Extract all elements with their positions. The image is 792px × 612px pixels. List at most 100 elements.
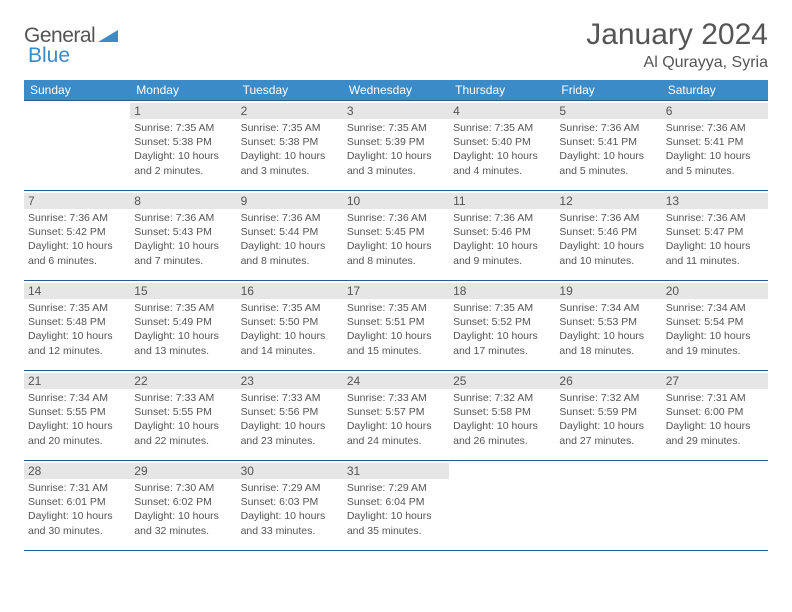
calendar-cell: 21 Sunrise: 7:34 AMSunset: 5:55 PMDayligh…: [24, 371, 130, 461]
calendar-cell: 27 Sunrise: 7:31 AMSunset: 6:00 PMDayligh…: [662, 371, 768, 461]
calendar-row: 21 Sunrise: 7:34 AMSunset: 5:55 PMDayligh…: [24, 371, 768, 461]
day-details: Sunrise: 7:30 AMSunset: 6:02 PMDaylight:…: [134, 481, 232, 538]
day-number: 12: [555, 193, 661, 209]
day-number: 25: [449, 373, 555, 389]
location: Al Qurayya, Syria: [586, 54, 768, 72]
day-details: Sunrise: 7:33 AMSunset: 5:56 PMDaylight:…: [241, 391, 339, 448]
calendar-cell: [24, 101, 130, 191]
calendar-cell: 7Sunrise: 7:36 AMSunset: 5:42 PMDaylight…: [24, 191, 130, 281]
day-details: Sunrise: 7:36 AMSunset: 5:41 PMDaylight:…: [559, 121, 657, 178]
day-number: 30: [237, 463, 343, 479]
calendar-cell: 14 Sunrise: 7:35 AMSunset: 5:48 PMDayligh…: [24, 281, 130, 371]
calendar-cell: 30 Sunrise: 7:29 AMSunset: 6:03 PMDayligh…: [237, 461, 343, 551]
day-number: 16: [237, 283, 343, 299]
day-number: 3: [343, 103, 449, 119]
day-number: 17: [343, 283, 449, 299]
calendar-row: 14 Sunrise: 7:35 AMSunset: 5:48 PMDayligh…: [24, 281, 768, 371]
weekday-header: Sunday: [24, 80, 130, 101]
day-details: Sunrise: 7:36 AMSunset: 5:43 PMDaylight:…: [134, 211, 232, 268]
day-number: 27: [662, 373, 768, 389]
brand-part2: Blue: [28, 44, 70, 68]
day-number: 4: [449, 103, 555, 119]
day-number: 1: [130, 103, 236, 119]
day-number: 18: [449, 283, 555, 299]
calendar-cell: 9 Sunrise: 7:36 AMSunset: 5:44 PMDaylight…: [237, 191, 343, 281]
day-number: 2: [237, 103, 343, 119]
day-details: Sunrise: 7:35 AMSunset: 5:51 PMDaylight:…: [347, 301, 445, 358]
day-details: Sunrise: 7:34 AMSunset: 5:54 PMDaylight:…: [666, 301, 764, 358]
calendar-cell: 22 Sunrise: 7:33 AMSunset: 5:55 PMDayligh…: [130, 371, 236, 461]
calendar-cell: 4Sunrise: 7:35 AMSunset: 5:40 PMDaylight…: [449, 101, 555, 191]
calendar-cell: 25 Sunrise: 7:32 AMSunset: 5:58 PMDayligh…: [449, 371, 555, 461]
day-details: Sunrise: 7:35 AMSunset: 5:48 PMDaylight:…: [28, 301, 126, 358]
weekday-header: Wednesday: [343, 80, 449, 101]
calendar-cell: 6 Sunrise: 7:36 AMSunset: 5:41 PMDaylight…: [662, 101, 768, 191]
weekday-header: Thursday: [449, 80, 555, 101]
weekday-header-row: SundayMondayTuesdayWednesdayThursdayFrid…: [24, 80, 768, 101]
calendar-cell: 24Sunrise: 7:33 AMSunset: 5:57 PMDayligh…: [343, 371, 449, 461]
calendar-cell: 3 Sunrise: 7:35 AMSunset: 5:39 PMDaylight…: [343, 101, 449, 191]
header: General January 2024 Al Qurayya, Syria: [24, 18, 768, 72]
calendar-cell: 23 Sunrise: 7:33 AMSunset: 5:56 PMDayligh…: [237, 371, 343, 461]
day-number: 19: [555, 283, 661, 299]
calendar-cell: 28Sunrise: 7:31 AMSunset: 6:01 PMDayligh…: [24, 461, 130, 551]
day-details: Sunrise: 7:29 AMSunset: 6:04 PMDaylight:…: [347, 481, 445, 538]
day-number: 5: [555, 103, 661, 119]
day-details: Sunrise: 7:36 AMSunset: 5:46 PMDaylight:…: [559, 211, 657, 268]
day-number: 8: [130, 193, 236, 209]
day-number: 15: [130, 283, 236, 299]
triangle-icon: [98, 26, 118, 47]
day-number: 22: [130, 373, 236, 389]
day-details: Sunrise: 7:35 AMSunset: 5:38 PMDaylight:…: [134, 121, 232, 178]
calendar-cell: 20 Sunrise: 7:34 AMSunset: 5:54 PMDayligh…: [662, 281, 768, 371]
calendar-table: SundayMondayTuesdayWednesdayThursdayFrid…: [24, 80, 768, 551]
calendar-cell: 10Sunrise: 7:36 AMSunset: 5:45 PMDayligh…: [343, 191, 449, 281]
day-details: Sunrise: 7:36 AMSunset: 5:46 PMDaylight:…: [453, 211, 551, 268]
day-details: Sunrise: 7:35 AMSunset: 5:39 PMDaylight:…: [347, 121, 445, 178]
calendar-cell: 8 Sunrise: 7:36 AMSunset: 5:43 PMDaylight…: [130, 191, 236, 281]
day-number: 11: [449, 193, 555, 209]
calendar-cell: 11 Sunrise: 7:36 AMSunset: 5:46 PMDayligh…: [449, 191, 555, 281]
day-details: Sunrise: 7:29 AMSunset: 6:03 PMDaylight:…: [241, 481, 339, 538]
day-details: Sunrise: 7:35 AMSunset: 5:38 PMDaylight:…: [241, 121, 339, 178]
day-number: 23: [237, 373, 343, 389]
day-details: Sunrise: 7:35 AMSunset: 5:50 PMDaylight:…: [241, 301, 339, 358]
day-details: Sunrise: 7:32 AMSunset: 5:59 PMDaylight:…: [559, 391, 657, 448]
calendar-cell: 29Sunrise: 7:30 AMSunset: 6:02 PMDayligh…: [130, 461, 236, 551]
calendar-cell: 15Sunrise: 7:35 AMSunset: 5:49 PMDayligh…: [130, 281, 236, 371]
day-details: Sunrise: 7:36 AMSunset: 5:41 PMDaylight:…: [666, 121, 764, 178]
day-details: Sunrise: 7:36 AMSunset: 5:42 PMDaylight:…: [28, 211, 126, 268]
day-number: 10: [343, 193, 449, 209]
day-number: 31: [343, 463, 449, 479]
calendar-cell: 19 Sunrise: 7:34 AMSunset: 5:53 PMDayligh…: [555, 281, 661, 371]
calendar-row: 7Sunrise: 7:36 AMSunset: 5:42 PMDaylight…: [24, 191, 768, 281]
calendar-cell: [449, 461, 555, 551]
calendar-cell: 5 Sunrise: 7:36 AMSunset: 5:41 PMDaylight…: [555, 101, 661, 191]
day-number: 21: [24, 373, 130, 389]
day-number: 20: [662, 283, 768, 299]
calendar-cell: 12 Sunrise: 7:36 AMSunset: 5:46 PMDayligh…: [555, 191, 661, 281]
day-details: Sunrise: 7:35 AMSunset: 5:52 PMDaylight:…: [453, 301, 551, 358]
calendar-cell: 26Sunrise: 7:32 AMSunset: 5:59 PMDayligh…: [555, 371, 661, 461]
calendar-cell: 1 Sunrise: 7:35 AMSunset: 5:38 PMDaylight…: [130, 101, 236, 191]
day-details: Sunrise: 7:32 AMSunset: 5:58 PMDaylight:…: [453, 391, 551, 448]
calendar-cell: [662, 461, 768, 551]
month-title: January 2024: [586, 18, 768, 52]
day-details: Sunrise: 7:31 AMSunset: 6:00 PMDaylight:…: [666, 391, 764, 448]
calendar-row: 1 Sunrise: 7:35 AMSunset: 5:38 PMDaylight…: [24, 101, 768, 191]
day-number: 14: [24, 283, 130, 299]
calendar-cell: [555, 461, 661, 551]
day-details: Sunrise: 7:33 AMSunset: 5:55 PMDaylight:…: [134, 391, 232, 448]
weekday-header: Monday: [130, 80, 236, 101]
calendar-cell: 16 Sunrise: 7:35 AMSunset: 5:50 PMDayligh…: [237, 281, 343, 371]
day-details: Sunrise: 7:34 AMSunset: 5:55 PMDaylight:…: [28, 391, 126, 448]
day-details: Sunrise: 7:33 AMSunset: 5:57 PMDaylight:…: [347, 391, 445, 448]
day-details: Sunrise: 7:34 AMSunset: 5:53 PMDaylight:…: [559, 301, 657, 358]
day-number: 9: [237, 193, 343, 209]
calendar-cell: 13Sunrise: 7:36 AMSunset: 5:47 PMDayligh…: [662, 191, 768, 281]
day-number: 6: [662, 103, 768, 119]
day-details: Sunrise: 7:36 AMSunset: 5:44 PMDaylight:…: [241, 211, 339, 268]
weekday-header: Friday: [555, 80, 661, 101]
calendar-cell: 17 Sunrise: 7:35 AMSunset: 5:51 PMDayligh…: [343, 281, 449, 371]
calendar-row: 28Sunrise: 7:31 AMSunset: 6:01 PMDayligh…: [24, 461, 768, 551]
